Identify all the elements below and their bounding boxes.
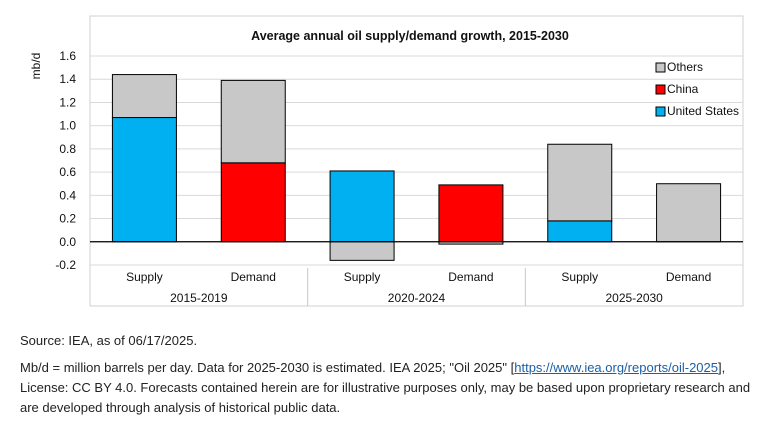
chart-title: Average annual oil supply/demand growth,… <box>251 29 569 43</box>
y-tick-label: 1.4 <box>59 72 76 86</box>
legend-swatch <box>655 84 666 95</box>
chart: Average annual oil supply/demand growth,… <box>29 15 744 307</box>
x-tick-label: Supply <box>344 270 381 284</box>
axes: 1.6 1.4 1.2 1.0 0.8 0.6 0.4 0.2 0.0 -0.2 Supply Dem… <box>55 49 743 306</box>
bar-segment-others <box>329 241 395 261</box>
y-tick-label: 1.6 <box>59 49 76 63</box>
legend-entry: China <box>667 82 699 96</box>
bar-segment-china <box>438 184 504 243</box>
x-tick-label: Demand <box>448 270 493 284</box>
bar-segment-united-states <box>329 170 395 243</box>
footnote-prefix: Mb/d = million barrels per day. Data for… <box>20 360 515 375</box>
x-tick-label: Demand <box>666 270 711 284</box>
legend: Others China United States <box>655 60 739 118</box>
y-axis-label: mb/d <box>29 53 43 80</box>
y-tick-label: 0.2 <box>59 212 76 226</box>
bar-segment-others <box>656 183 722 243</box>
y-tick-label: 1.0 <box>59 119 76 133</box>
chart-frame <box>89 15 744 307</box>
footnote-suffix: ], License: CC BY 4.0. Forecasts contain… <box>20 360 751 415</box>
legend-entry: Others <box>667 60 703 74</box>
y-tick-label: 0.8 <box>59 142 76 156</box>
bar-segment-others <box>220 79 286 164</box>
x-tick-label: Supply <box>561 270 598 284</box>
y-tick-label: 0.4 <box>59 188 76 202</box>
y-tick-label: 0.0 <box>59 235 76 249</box>
legend-swatch <box>655 106 666 117</box>
bar-segment-united-states <box>547 220 613 243</box>
bar-segment-china <box>220 162 286 243</box>
legend-entry: United States <box>667 104 739 118</box>
gridlines <box>90 55 743 266</box>
group-label: 2015-2019 <box>170 291 228 305</box>
group-label: 2025-2030 <box>605 291 663 305</box>
chart-svg: Average annual oil supply/demand growth,… <box>29 15 744 307</box>
bar-segment-others <box>547 143 613 222</box>
x-tick-label: Demand <box>231 270 276 284</box>
group-label: 2020-2024 <box>388 291 446 305</box>
y-tick-label: 0.6 <box>59 165 76 179</box>
footnote: Mb/d = million barrels per day. Data for… <box>20 358 765 418</box>
bar-segment-united-states <box>111 117 177 243</box>
bar-segment-others <box>111 74 177 119</box>
source-note: Source: IEA, as of 06/17/2025. <box>20 333 198 348</box>
y-tick-label: 1.2 <box>59 95 76 109</box>
iea-report-link[interactable]: https://www.iea.org/reports/oil-2025 <box>514 360 719 375</box>
legend-swatch <box>655 62 666 73</box>
y-tick-label: -0.2 <box>55 258 76 272</box>
x-tick-label: Supply <box>126 270 163 284</box>
